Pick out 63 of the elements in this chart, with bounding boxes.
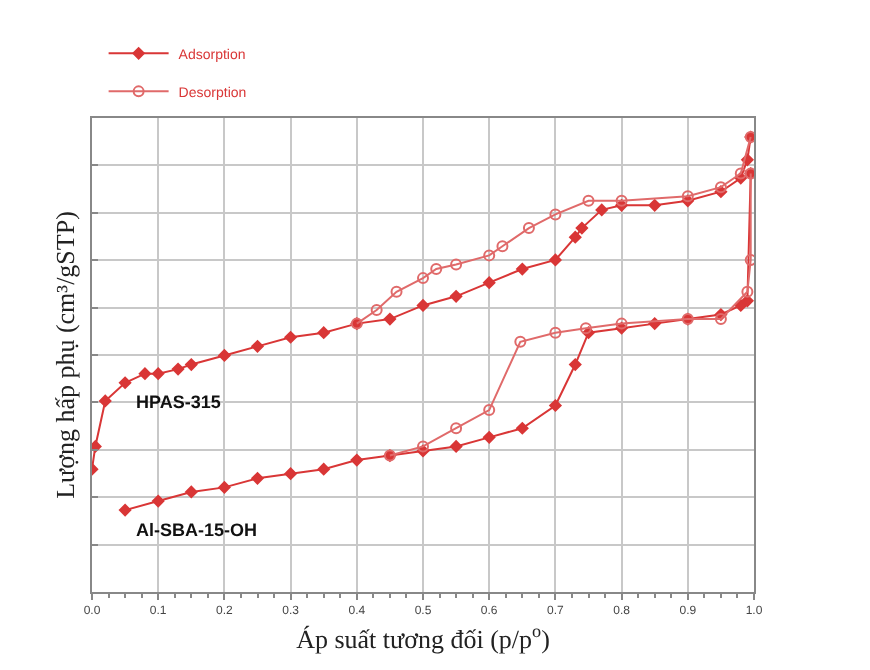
point — [218, 349, 231, 362]
point — [734, 167, 747, 180]
point — [516, 422, 529, 435]
point — [549, 326, 562, 339]
point — [569, 230, 582, 244]
point — [317, 462, 330, 476]
point — [118, 503, 132, 517]
point — [251, 472, 264, 485]
point — [582, 194, 595, 207]
x-axis-title: Áp suất tương đối (p/p$^{o}$) — [296, 620, 550, 654]
point — [483, 249, 496, 262]
point — [595, 203, 608, 217]
point — [483, 276, 496, 289]
point — [390, 285, 403, 298]
annotation: Al-SBA-15-OH — [136, 520, 258, 540]
point — [251, 340, 264, 353]
point — [138, 367, 152, 380]
point — [218, 481, 231, 494]
annotation: HPAS-315 — [136, 392, 221, 412]
point — [483, 431, 496, 444]
point — [152, 494, 165, 508]
point — [714, 181, 727, 194]
point — [615, 317, 628, 330]
point — [449, 290, 463, 303]
point — [496, 240, 509, 253]
point — [92, 440, 102, 453]
y-axis-title: Lượng hấp phụ (cm³/gSTP) — [49, 211, 80, 499]
point — [350, 453, 363, 467]
point — [185, 358, 198, 371]
point — [648, 199, 661, 212]
point — [449, 440, 463, 453]
point — [516, 262, 529, 276]
point — [416, 299, 430, 312]
point — [744, 253, 754, 266]
point — [549, 253, 562, 267]
point — [370, 303, 383, 316]
point — [383, 312, 397, 326]
point — [450, 258, 463, 271]
point — [569, 358, 582, 371]
point — [284, 331, 297, 344]
point — [417, 272, 429, 285]
point — [549, 208, 562, 221]
point — [579, 322, 592, 335]
point — [714, 313, 727, 326]
point — [522, 222, 535, 235]
point — [741, 285, 754, 298]
point — [118, 376, 132, 389]
point — [514, 335, 527, 348]
point — [417, 440, 429, 453]
point — [430, 263, 443, 276]
point — [681, 190, 694, 203]
point — [615, 194, 628, 207]
point — [575, 221, 589, 235]
point — [99, 394, 112, 408]
point — [152, 367, 165, 380]
point — [549, 399, 562, 412]
point — [284, 467, 297, 480]
point — [185, 485, 198, 499]
point — [171, 362, 185, 376]
point — [741, 294, 754, 308]
point — [450, 422, 463, 435]
point — [317, 326, 330, 339]
point — [483, 404, 496, 417]
